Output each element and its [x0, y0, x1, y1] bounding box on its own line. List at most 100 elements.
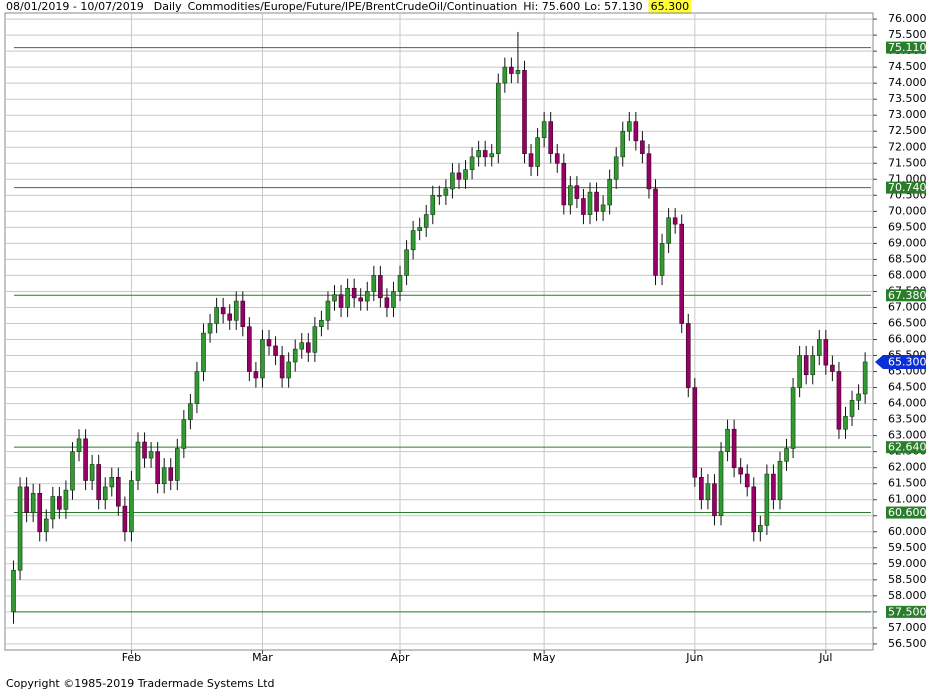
candle-body [266, 339, 272, 347]
candle-body [594, 191, 599, 212]
candle-body [738, 467, 743, 475]
y-tick-label: 60.000 [888, 525, 927, 538]
candle-body [89, 464, 95, 481]
candle-body [469, 156, 475, 170]
candle-body [548, 121, 553, 154]
level-label-box [886, 41, 926, 54]
candle-body [116, 476, 121, 507]
y-tick-label: 63.500 [888, 413, 927, 426]
last-price-label: 65.300 [888, 355, 927, 368]
y-tick-label: 61.000 [888, 493, 927, 506]
candle-body [201, 332, 206, 372]
candle-body [456, 172, 462, 180]
candle-body [371, 275, 377, 292]
y-tick-label: 59.500 [888, 541, 927, 554]
candle-body [325, 300, 331, 321]
candle-body [397, 275, 403, 292]
y-tick-label: 73.000 [888, 108, 927, 121]
candle-body [148, 451, 154, 459]
candle-body [299, 342, 305, 350]
level-label: 75.110 [888, 41, 927, 54]
candle-body [522, 70, 527, 154]
level-label: 57.500 [888, 605, 927, 618]
x-tick-label: Jul [818, 651, 832, 664]
candle-body [168, 467, 174, 481]
plot-frame [4, 12, 874, 651]
candle-body [109, 476, 115, 488]
y-tick-label: 64.500 [888, 381, 927, 394]
candle-body [227, 313, 232, 321]
candle-body [319, 319, 324, 327]
candle-body [76, 438, 82, 452]
level-label: 67.380 [888, 289, 927, 302]
candle-body [194, 371, 200, 404]
candle-body [443, 188, 449, 196]
level-label-box [886, 441, 926, 454]
candle-body [220, 307, 226, 315]
candle-body [541, 121, 547, 138]
candle-body [306, 342, 311, 353]
candle-body [731, 428, 737, 468]
candle-body [273, 345, 278, 356]
candle-body [718, 451, 724, 517]
x-tick-label: Feb [122, 651, 141, 664]
footer: Copyright ©1985-2019 Tradermade Systems … [6, 677, 275, 690]
candle-body [188, 403, 193, 420]
candle-body [247, 326, 252, 372]
candle-body [253, 371, 259, 379]
x-tick-label: May [533, 651, 556, 664]
candle-body [705, 483, 711, 501]
candle-body [699, 476, 704, 501]
hi: Hi: 75.600 [523, 0, 580, 13]
candle-body [476, 150, 481, 158]
candle-body [404, 249, 409, 276]
y-tick-label: 66.500 [888, 316, 927, 329]
candle-body [450, 172, 455, 190]
level-label-box [886, 506, 926, 519]
candle-body [653, 188, 658, 276]
y-tick-label: 74.500 [888, 60, 927, 73]
candle-body [24, 486, 29, 513]
candle-body [437, 195, 442, 197]
candle-body [627, 121, 632, 132]
candle-body [685, 323, 691, 388]
candle-body [96, 464, 101, 501]
candle-body [646, 153, 652, 190]
candle-body [57, 496, 62, 510]
chart-header: 08/01/2019 - 10/07/2019 Daily Commodities/… [6, 0, 689, 13]
candle-body [122, 505, 128, 533]
y-tick-label: 61.500 [888, 477, 927, 490]
date-range: 08/01/2019 - 10/07/2019 [6, 0, 144, 13]
candle-body [633, 121, 639, 142]
candle-body [607, 178, 612, 206]
candle-body [751, 486, 757, 533]
candle-body [528, 153, 534, 167]
candle-body [620, 130, 626, 158]
candle-body [482, 150, 488, 158]
level-label: 60.600 [888, 506, 927, 519]
y-tick-label: 70.000 [888, 204, 927, 217]
candle-body [102, 486, 108, 501]
candle-body [509, 66, 514, 74]
candle-body [568, 185, 573, 206]
candle-body [37, 493, 43, 533]
candle-body [174, 448, 180, 481]
candle-body [489, 153, 495, 158]
candle-body [351, 287, 357, 299]
candle-body [345, 287, 350, 308]
candle-body [384, 297, 390, 308]
candle-body [142, 441, 147, 459]
candle-body [312, 326, 318, 353]
level-label-box [886, 289, 926, 302]
y-tick-label: 69.000 [888, 236, 927, 249]
candle-body [181, 419, 187, 449]
candle-body [50, 496, 56, 520]
candle-body [240, 300, 246, 327]
candle-body [777, 460, 783, 501]
candle-body [83, 438, 88, 481]
candle-body [155, 451, 160, 485]
candle-body [803, 355, 809, 376]
level-label-box [886, 605, 926, 618]
candle-body [554, 153, 560, 164]
